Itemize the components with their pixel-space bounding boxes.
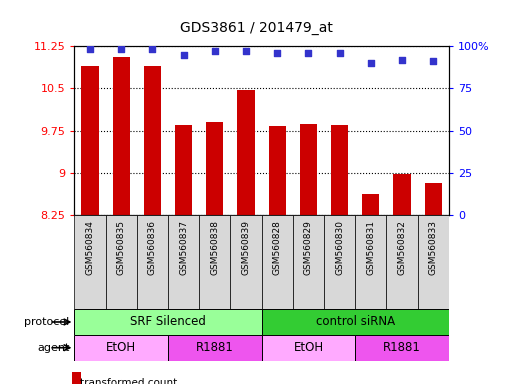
Point bbox=[367, 60, 375, 66]
Text: GSM560833: GSM560833 bbox=[429, 220, 438, 275]
Text: GSM560834: GSM560834 bbox=[86, 220, 94, 275]
Bar bbox=[269, 126, 286, 215]
Text: control siRNA: control siRNA bbox=[315, 316, 395, 328]
Bar bbox=[74, 215, 106, 309]
Text: EtOH: EtOH bbox=[293, 341, 324, 354]
Bar bbox=[113, 57, 130, 215]
Text: transformed count: transformed count bbox=[80, 378, 177, 384]
Text: GSM560838: GSM560838 bbox=[210, 220, 220, 275]
Bar bbox=[199, 215, 230, 309]
Point bbox=[273, 50, 281, 56]
Point bbox=[211, 48, 219, 54]
Point bbox=[242, 48, 250, 54]
Text: SRF Silenced: SRF Silenced bbox=[130, 316, 206, 328]
Bar bbox=[175, 125, 192, 215]
Text: R1881: R1881 bbox=[196, 341, 234, 354]
Point bbox=[180, 51, 188, 58]
Bar bbox=[106, 215, 137, 309]
Point bbox=[336, 50, 344, 56]
Bar bbox=[262, 309, 449, 335]
Bar bbox=[324, 215, 355, 309]
Bar bbox=[355, 215, 386, 309]
Point bbox=[86, 46, 94, 53]
Text: GSM560837: GSM560837 bbox=[179, 220, 188, 275]
Bar bbox=[386, 215, 418, 309]
Point bbox=[148, 46, 156, 53]
Bar bbox=[82, 66, 98, 215]
Bar bbox=[206, 122, 223, 215]
Point bbox=[429, 58, 438, 65]
Text: EtOH: EtOH bbox=[106, 341, 136, 354]
Bar bbox=[300, 124, 317, 215]
Text: protocol: protocol bbox=[24, 317, 69, 327]
Bar bbox=[144, 66, 161, 215]
Bar bbox=[331, 125, 348, 215]
Bar bbox=[393, 174, 410, 215]
Bar bbox=[168, 215, 199, 309]
Bar bbox=[355, 335, 449, 361]
Bar bbox=[362, 194, 380, 215]
Text: GSM560839: GSM560839 bbox=[242, 220, 250, 275]
Bar bbox=[74, 335, 168, 361]
Bar bbox=[230, 215, 262, 309]
Bar bbox=[262, 215, 293, 309]
Bar bbox=[238, 90, 254, 215]
Text: GDS3861 / 201479_at: GDS3861 / 201479_at bbox=[180, 21, 333, 35]
Text: GSM560835: GSM560835 bbox=[116, 220, 126, 275]
Text: GSM560828: GSM560828 bbox=[273, 220, 282, 275]
Text: GSM560836: GSM560836 bbox=[148, 220, 157, 275]
Bar bbox=[262, 335, 355, 361]
Bar bbox=[418, 215, 449, 309]
Text: GSM560831: GSM560831 bbox=[366, 220, 376, 275]
Bar bbox=[293, 215, 324, 309]
Bar bbox=[425, 183, 442, 215]
Point bbox=[398, 56, 406, 63]
Point bbox=[304, 50, 312, 56]
Point bbox=[117, 46, 125, 53]
Text: agent: agent bbox=[37, 343, 69, 353]
Text: R1881: R1881 bbox=[383, 341, 421, 354]
Text: GSM560830: GSM560830 bbox=[335, 220, 344, 275]
Text: GSM560829: GSM560829 bbox=[304, 220, 313, 275]
Bar bbox=[137, 215, 168, 309]
Bar bbox=[168, 335, 262, 361]
Bar bbox=[74, 309, 262, 335]
Text: GSM560832: GSM560832 bbox=[398, 220, 407, 275]
